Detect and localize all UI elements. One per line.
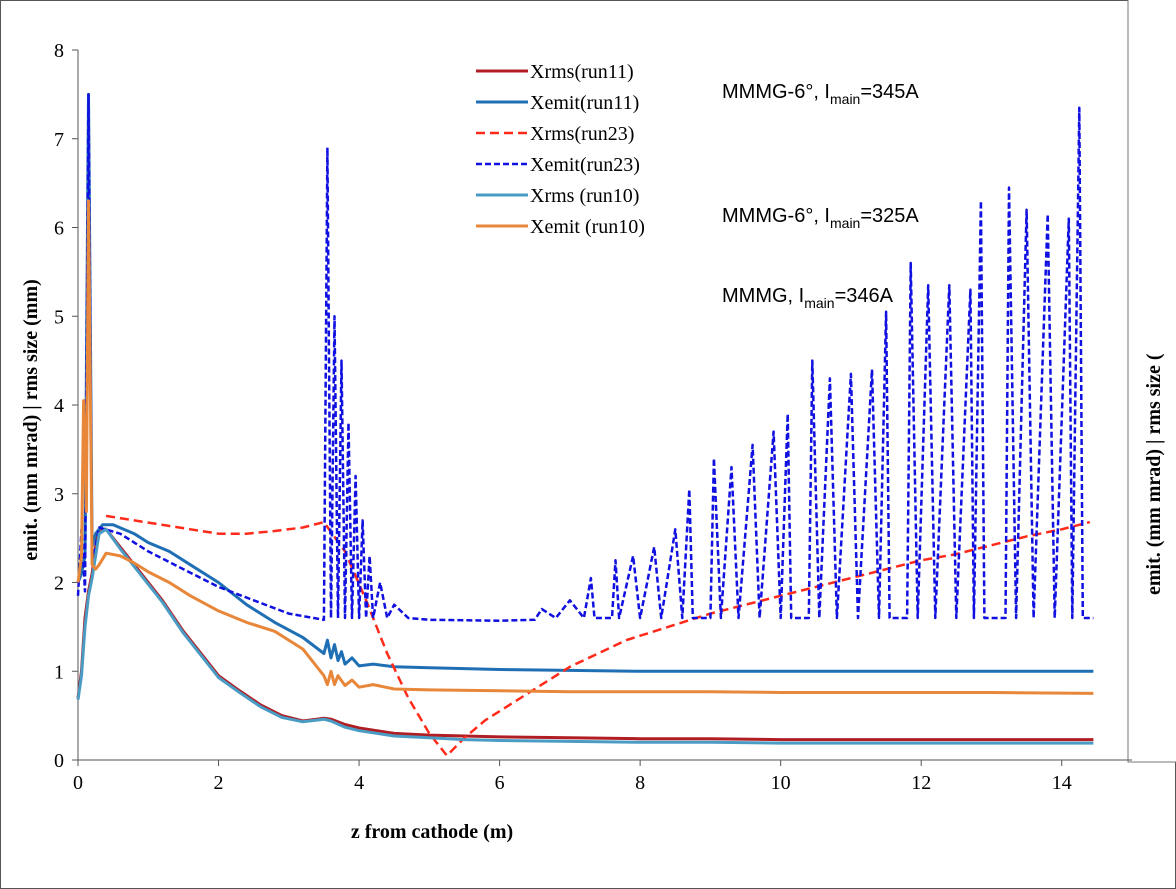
annotation-3: MMMG, Imain=346A — [722, 285, 894, 311]
legend-label-3: Xrms(run23) — [530, 123, 634, 145]
annotation-1: MMMG-6°, Imain=345A — [722, 81, 919, 107]
y-tick-label: 5 — [54, 306, 64, 328]
x-tick-label: 8 — [635, 772, 645, 794]
series-line-4 — [76, 93, 1094, 622]
x-tick-label: 12 — [911, 772, 931, 794]
x-axis-label: z from cathode (m) — [351, 821, 513, 843]
y-tick-label: 7 — [54, 129, 64, 151]
series-line-3 — [105, 514, 1091, 757]
second-panel-border — [1127, 0, 1176, 763]
legend-label-6: Xemit (run10) — [530, 216, 645, 238]
y-tick-label: 2 — [54, 573, 64, 595]
series-line-5 — [76, 527, 1094, 745]
series-line-6 — [76, 199, 1094, 695]
y-axis-label: emit. (mm mrad) | rms size (mm) — [20, 279, 42, 561]
legend-label-2: Xemit(run11) — [530, 92, 639, 114]
annotation-2: MMMG-6°, Imain=325A — [722, 205, 919, 231]
series-line-2 — [76, 92, 1094, 673]
legend: Xrms(run11) Xemit(run11) Xrms(run23) Xemit(… — [476, 61, 645, 238]
annotations: MMMG-6°, Imain=345A MMMG-6°, Imain=325A MM… — [722, 81, 919, 311]
x-tick-label: 4 — [354, 772, 364, 794]
x-tick-label: 6 — [495, 772, 505, 794]
legend-label-4: Xemit(run23) — [530, 154, 640, 176]
y-tick-label: 6 — [54, 218, 64, 240]
y-tick-label: 4 — [54, 395, 64, 417]
x-tick-label: 0 — [73, 772, 83, 794]
y-tick-label: 3 — [54, 484, 64, 506]
legend-label-1: Xrms(run11) — [530, 61, 634, 83]
x-tick-label: 10 — [771, 772, 791, 794]
legend-label-5: Xrms (run10) — [530, 185, 639, 207]
y-tick-label: 8 — [54, 40, 64, 62]
x-tick-label: 2 — [214, 772, 224, 794]
second-y-axis-label: emit. (mm mrad) | rms size ( — [1143, 353, 1165, 595]
y-tick-label: 1 — [54, 661, 64, 683]
x-tick-label: 14 — [1052, 772, 1072, 794]
y-tick-label: 0 — [54, 750, 64, 772]
series-layer — [76, 92, 1094, 757]
